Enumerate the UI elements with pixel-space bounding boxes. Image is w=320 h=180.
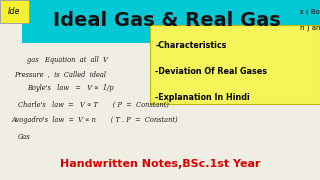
Bar [0,0,29,23]
Text: Boyle's   law   =   V ∝  1/p: Boyle's law = V ∝ 1/p [27,84,114,92]
Text: Avogadro's  law  =  V ∝ n       ( T . P  =  Constant): Avogadro's law = V ∝ n ( T . P = Constan… [11,116,178,124]
Text: Ideal Gas & Real Gas: Ideal Gas & Real Gas [52,11,280,30]
Text: n ) an: n ) an [300,25,320,31]
Text: -Explanation In Hindi: -Explanation In Hindi [155,93,250,102]
Text: gas   Equation  at  all  V: gas Equation at all V [27,56,108,64]
Bar [22,0,320,43]
Bar [150,25,320,104]
Text: Ide: Ide [8,7,20,16]
Text: Gas: Gas [18,133,30,141]
Text: Charle's   law  =   V ∝ T       ( P  =  Constant): Charle's law = V ∝ T ( P = Constant) [18,100,168,108]
Text: -Deviation Of Real Gases: -Deviation Of Real Gases [155,68,267,76]
Text: s ( Bo: s ( Bo [300,8,320,15]
Text: Pressure  ,  is  Called  ideal: Pressure , is Called ideal [14,70,106,78]
Text: Handwritten Notes,BSc.1st Year: Handwritten Notes,BSc.1st Year [60,159,260,169]
Text: -Characteristics: -Characteristics [155,40,227,50]
